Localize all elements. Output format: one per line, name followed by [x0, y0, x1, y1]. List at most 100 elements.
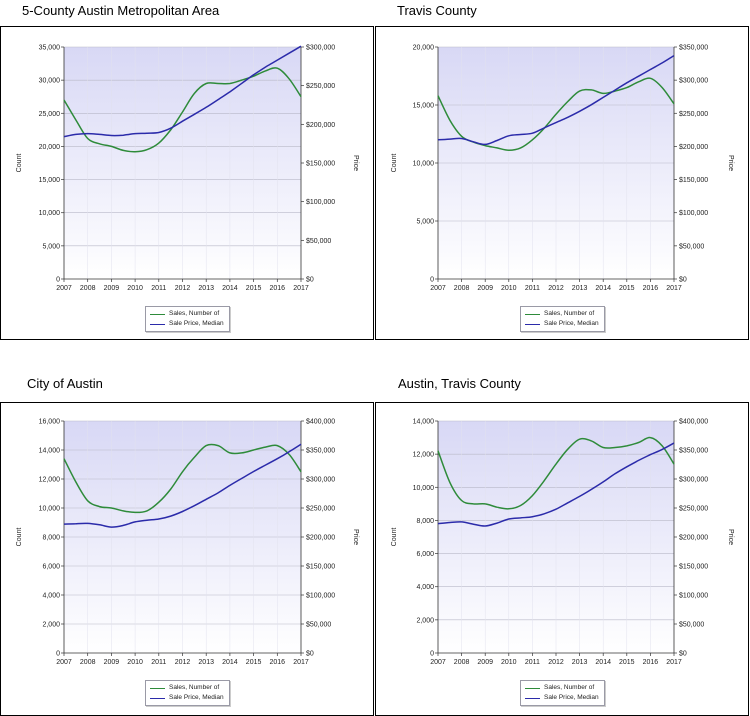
- legend-swatch-price: [525, 323, 540, 325]
- tick-label-y: 25,000: [39, 111, 61, 118]
- tick-label-y: 14,000: [39, 448, 61, 455]
- tick-label-x: 2014: [222, 659, 238, 666]
- tick-label-x: 2013: [572, 285, 588, 292]
- tick-label-y: 4,000: [416, 584, 434, 591]
- tick-label-y2: $100,000: [306, 593, 335, 600]
- tick-label-y2: $200,000: [679, 535, 708, 542]
- tick-label-y: 10,000: [39, 210, 61, 217]
- chart-title-city: City of Austin: [27, 376, 103, 391]
- tick-label-y: 20,000: [413, 45, 435, 52]
- tick-label-x: 2007: [430, 659, 446, 666]
- tick-label-y2: $150,000: [306, 161, 335, 168]
- legend-swatch-price: [150, 323, 165, 325]
- tick-label-y2: $100,000: [306, 199, 335, 206]
- legend-item-price: Sale Price, Median: [525, 319, 599, 329]
- tick-label-y2: $50,000: [306, 238, 331, 245]
- y2-axis-title: Price: [352, 529, 359, 545]
- legend-swatch-sales: [150, 687, 165, 689]
- tick-label-y: 4,000: [42, 593, 60, 600]
- series-line-sales: [63, 443, 302, 514]
- tick-label-y: 12,000: [413, 452, 435, 459]
- tick-label-x: 2008: [80, 659, 96, 666]
- tick-label-x: 2015: [246, 285, 262, 292]
- tick-label-x: 2017: [293, 659, 309, 666]
- tick-label-x: 2017: [666, 659, 682, 666]
- tick-label-y: 10,000: [413, 161, 435, 168]
- tick-label-y: 30,000: [39, 78, 61, 85]
- tick-label-y: 15,000: [413, 103, 435, 110]
- tick-label-y2: $100,000: [679, 593, 708, 600]
- tick-label-x: 2012: [175, 285, 191, 292]
- tick-label-y: 0: [56, 651, 60, 658]
- tick-label-y: 0: [56, 277, 60, 284]
- chart-title-metro: 5-County Austin Metropolitan Area: [22, 3, 220, 18]
- tick-label-y2: $50,000: [306, 622, 331, 629]
- tick-label-x: 2009: [477, 285, 493, 292]
- tick-label-x: 2010: [501, 659, 517, 666]
- tick-label-x: 2010: [127, 659, 143, 666]
- tick-label-y: 5,000: [416, 219, 434, 226]
- tick-label-x: 2016: [643, 285, 659, 292]
- tick-label-x: 2013: [198, 285, 214, 292]
- y-axis-title: Count: [16, 154, 23, 173]
- chart-panel-city: 0 2,000 4,000 6,000 8,000 10,000 12,000 14,000 1…: [0, 402, 374, 716]
- tick-label-y2: $0: [306, 651, 314, 658]
- tick-label-y: 8,000: [416, 518, 434, 525]
- legend-swatch-sales: [150, 313, 165, 315]
- series-line-price: [63, 443, 302, 528]
- tick-label-y: 6,000: [416, 551, 434, 558]
- tick-label-x: 2008: [454, 659, 470, 666]
- legend-label-sales: Sales, Number of: [544, 684, 595, 691]
- tick-label-x: 2013: [572, 659, 588, 666]
- tick-label-x: 2016: [270, 659, 286, 666]
- tick-label-y: 10,000: [413, 485, 435, 492]
- tick-label-y2: $100,000: [679, 210, 708, 217]
- legend-swatch-price: [525, 697, 540, 699]
- tick-label-x: 2014: [595, 659, 611, 666]
- tick-label-y2: $50,000: [679, 243, 704, 250]
- series-line-price: [437, 54, 675, 146]
- legend-label-price: Sale Price, Median: [169, 320, 224, 327]
- tick-label-y2: $300,000: [306, 477, 335, 484]
- tick-label-y: 8,000: [42, 535, 60, 542]
- tick-label-x: 2016: [643, 659, 659, 666]
- tick-label-y: 10,000: [39, 506, 61, 513]
- legend-item-price: Sale Price, Median: [150, 693, 224, 703]
- tick-label-y: 12,000: [39, 477, 61, 484]
- chart-svg-metro: 0 5,000 10,000 15,000 20,000 25,000 30,000 35,0…: [16, 45, 359, 293]
- tick-label-y2: $50,000: [679, 622, 704, 629]
- y-axis-title: Count: [391, 154, 398, 173]
- chart-panel-austin-travis: 0 2,000 4,000 6,000 8,000 10,000 12,000 14,000 $…: [375, 402, 749, 716]
- tick-label-y2: $400,000: [306, 419, 335, 426]
- tick-label-y2: $200,000: [679, 144, 708, 151]
- legend-item-price: Sale Price, Median: [150, 319, 224, 329]
- chart-legend-city: Sales, Number of Sale Price, Median: [145, 680, 230, 706]
- tick-label-y2: $300,000: [679, 78, 708, 85]
- tick-label-x: 2009: [104, 285, 120, 292]
- chart-svg-travis: 0 5,000 10,000 15,000 20,000 $0 $50,000 $100,00…: [391, 45, 734, 293]
- series-line-sales: [63, 67, 302, 153]
- tick-label-x: 2012: [548, 285, 564, 292]
- tick-label-x: 2007: [430, 285, 446, 292]
- tick-label-y2: $150,000: [306, 564, 335, 571]
- tick-label-y: 2,000: [42, 622, 60, 629]
- tick-label-x: 2016: [270, 285, 286, 292]
- legend-label-sales: Sales, Number of: [169, 310, 220, 317]
- tick-label-x: 2015: [246, 659, 262, 666]
- chart-svg-austin-travis: 0 2,000 4,000 6,000 8,000 10,000 12,000 14,000 $…: [391, 419, 734, 667]
- tick-label-x: 2011: [151, 659, 166, 666]
- legend-item-price: Sale Price, Median: [525, 693, 599, 703]
- tick-label-x: 2014: [595, 285, 611, 292]
- tick-label-x: 2012: [548, 659, 564, 666]
- tick-label-y2: $200,000: [306, 122, 335, 129]
- tick-label-x: 2010: [127, 285, 143, 292]
- y-axis-title: Count: [391, 528, 398, 547]
- series-line-price: [63, 45, 302, 138]
- tick-label-y: 6,000: [42, 564, 60, 571]
- tick-label-x: 2010: [501, 285, 517, 292]
- tick-label-y: 16,000: [39, 419, 61, 426]
- y2-axis-title: Price: [352, 155, 359, 171]
- tick-label-x: 2008: [454, 285, 470, 292]
- tick-label-y2: $250,000: [306, 506, 335, 513]
- tick-label-y2: $400,000: [679, 419, 708, 426]
